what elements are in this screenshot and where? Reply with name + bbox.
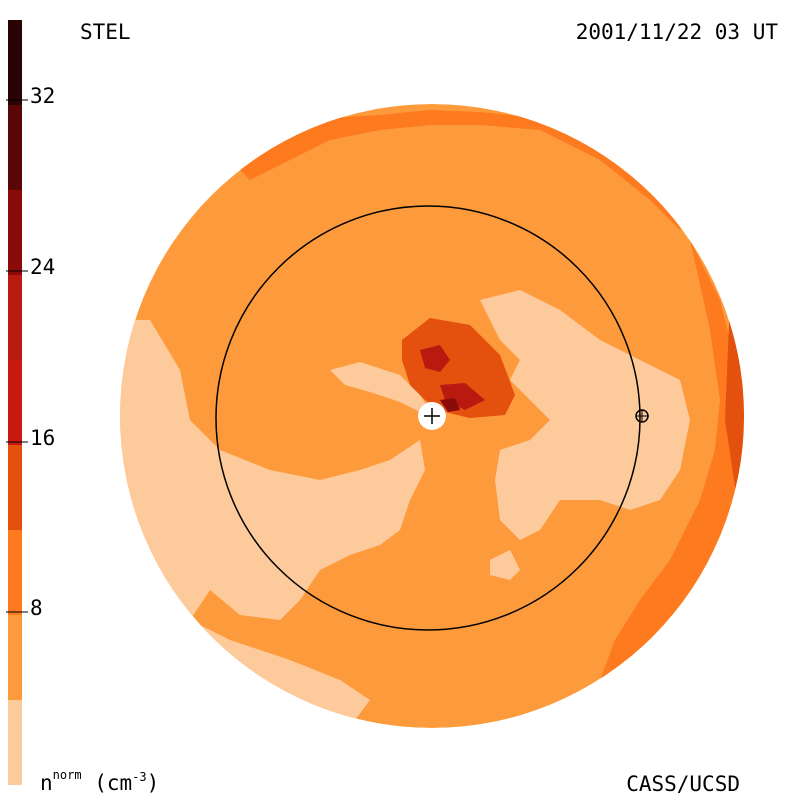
density-region-small-light [490, 550, 520, 580]
credit-label: CASS/UCSD [626, 772, 740, 796]
unit-label: nnorm (cm-3) [40, 769, 160, 795]
colorbar: 32 24 16 8 [6, 20, 55, 785]
density-region-center-peak-1 [420, 345, 450, 372]
density-region-center-enhanced [402, 318, 515, 418]
colorbar-tick-label-24: 24 [30, 255, 55, 279]
unit-superscript: norm [52, 768, 82, 782]
unit-main: n [40, 771, 53, 795]
unit-paren-close: ) [146, 771, 160, 795]
unit-paren-open: (cm [81, 771, 133, 795]
density-region-east-light [480, 290, 690, 540]
colorbar-tick-label-16: 16 [30, 426, 55, 450]
density-region-center-peak-2 [440, 383, 485, 410]
colorbar-band-20-24 [8, 275, 22, 360]
colorbar-band-4-8 [8, 615, 22, 700]
colorbar-band-28-32 [8, 105, 22, 190]
earth-orbit-circle [215, 205, 641, 631]
observatory-label: STEL [80, 20, 131, 44]
colorbar-band-0-4 [8, 700, 22, 785]
colorbar-band-32-36 [8, 20, 22, 105]
colorbar-band-12-16 [8, 445, 22, 530]
colorbar-band-8-12 [8, 530, 22, 615]
colorbar-tick-label-8: 8 [30, 596, 43, 620]
density-region-center-peak-3 [440, 398, 460, 412]
density-region-center-light [330, 362, 430, 412]
colorbar-band-16-20 [8, 360, 22, 445]
unit-exponent: -3 [132, 770, 147, 784]
colorbar-tick-label-32: 32 [30, 84, 55, 108]
timestamp-label: 2001/11/22 03 UT [575, 20, 778, 44]
colorbar-band-24-28 [8, 190, 22, 275]
